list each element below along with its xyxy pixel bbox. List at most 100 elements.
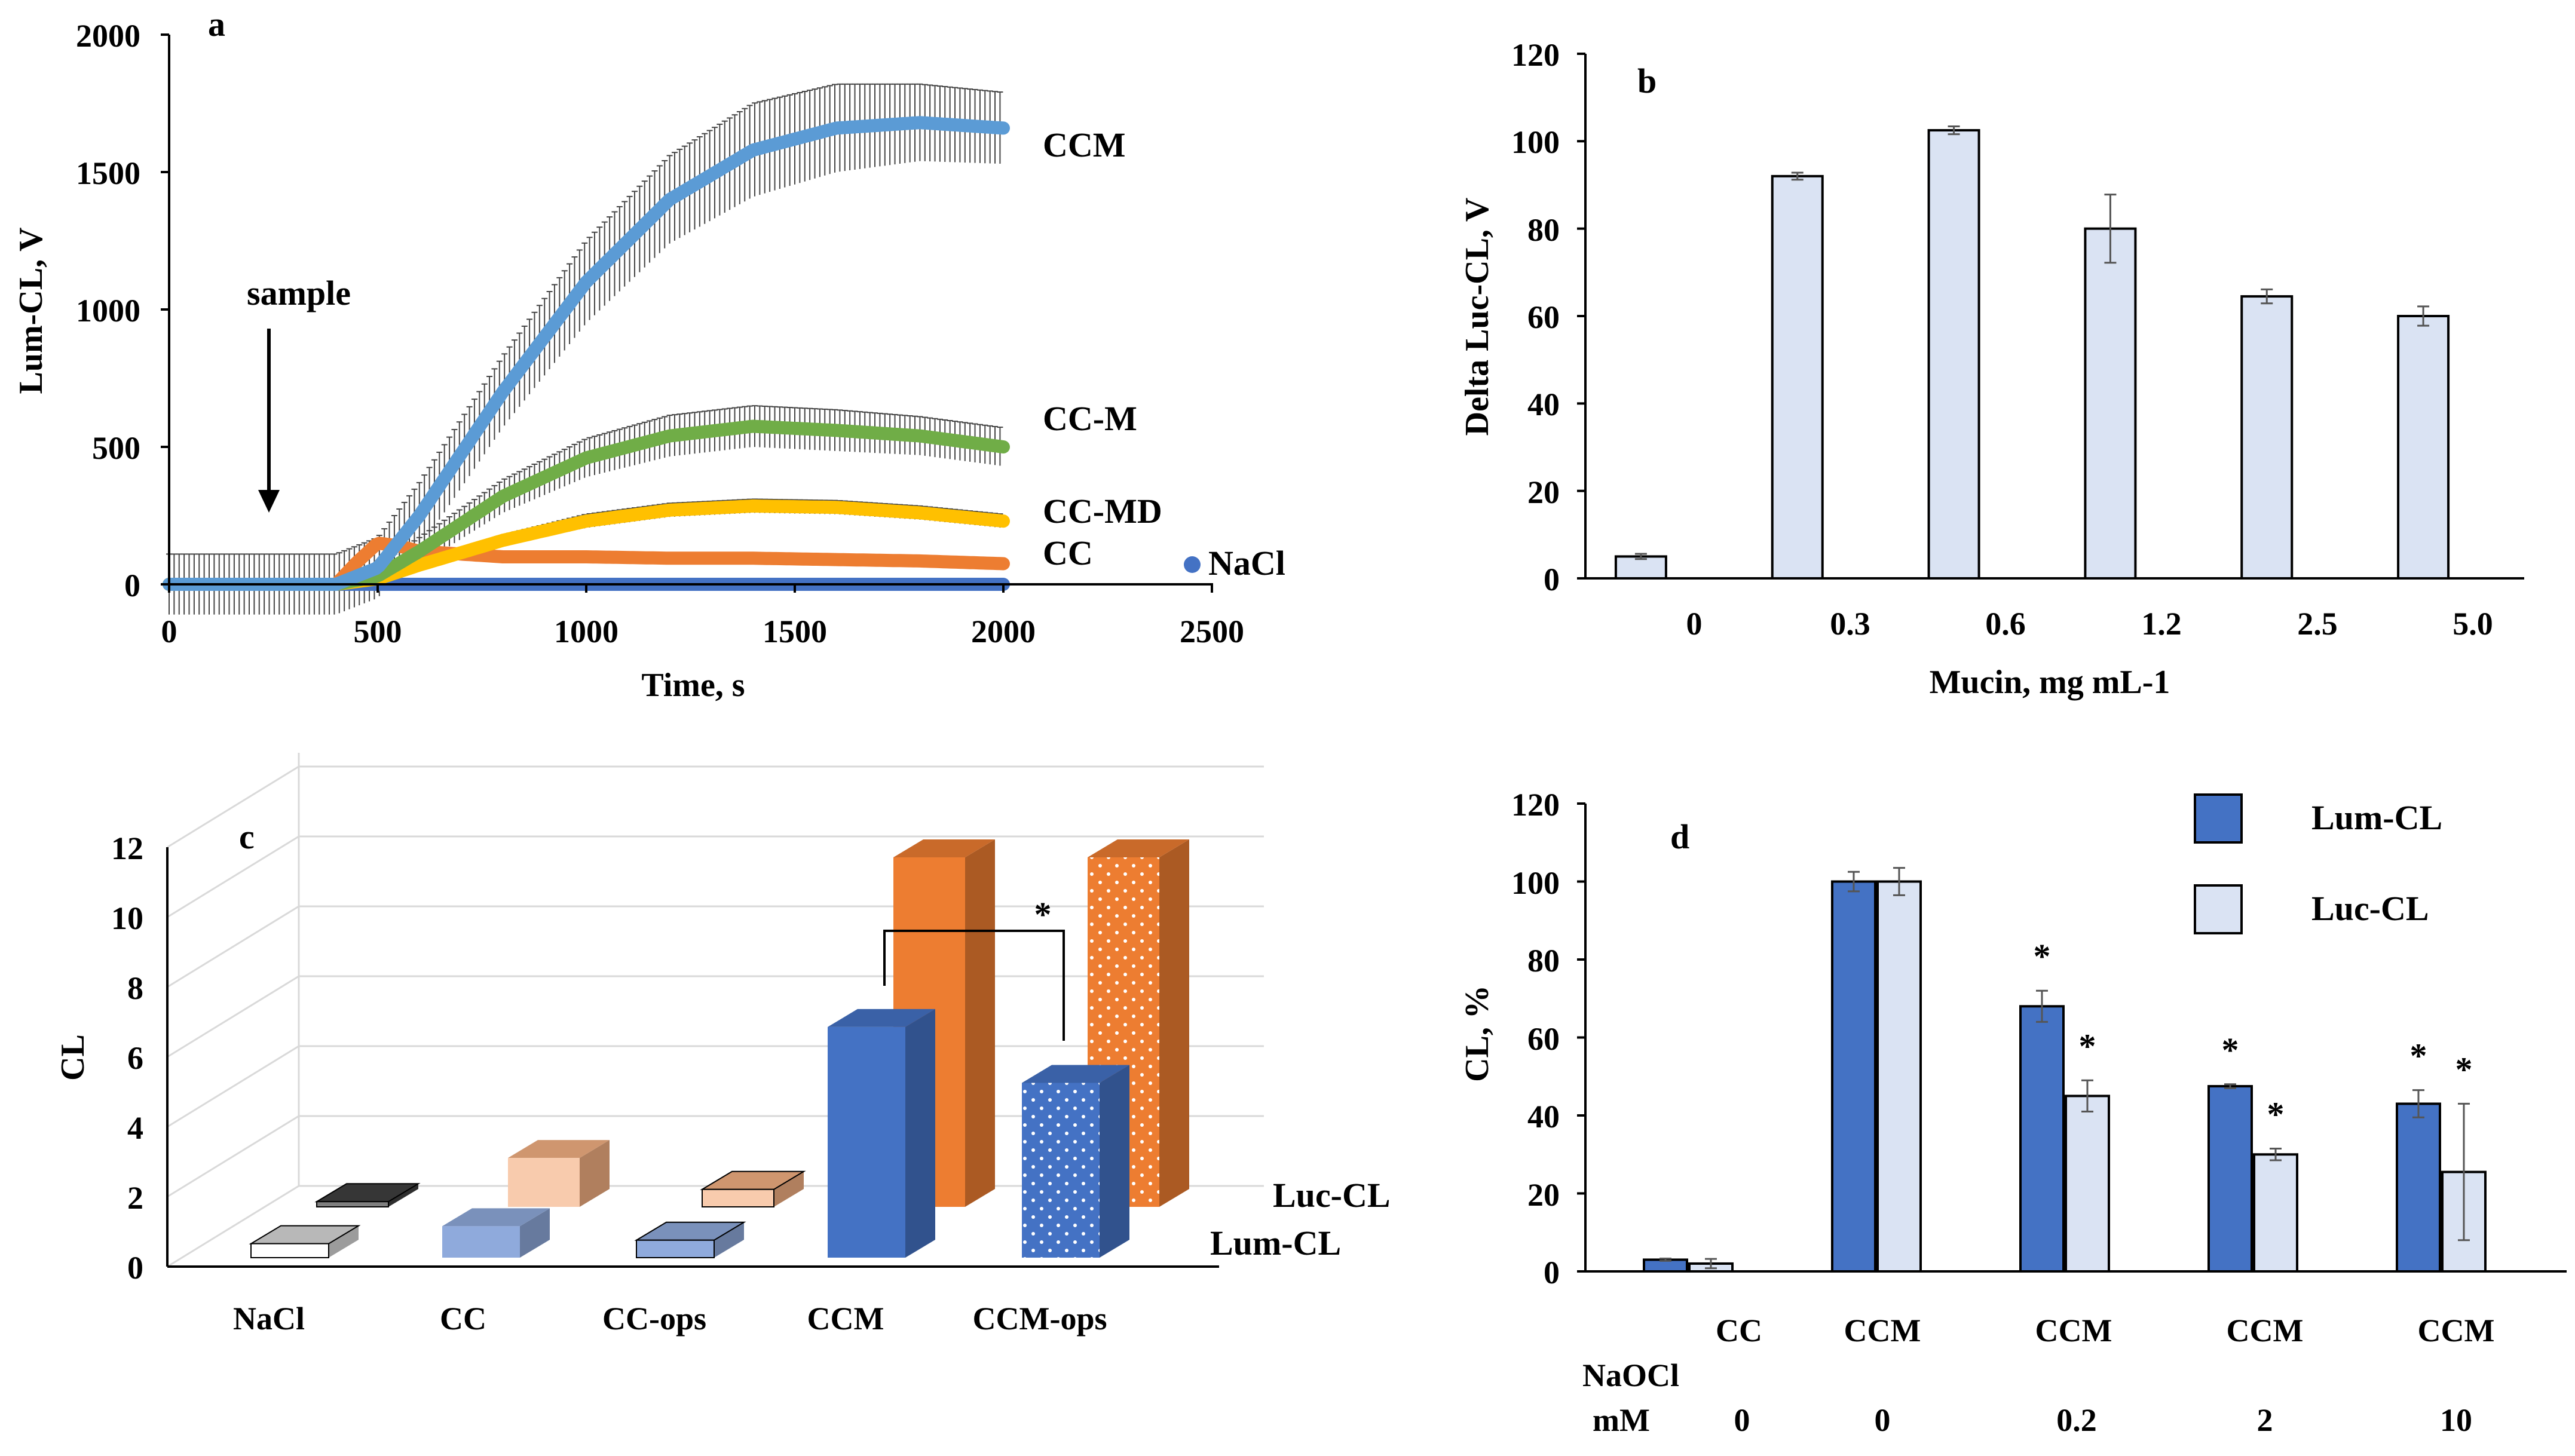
panel-c-legend-lum: Lum-CL [1210,1224,1341,1262]
panel-a-ytick-0: 0 [124,568,140,603]
panel-c-xtick-1: CC [440,1301,486,1337]
panel-a-ytick-1500: 1500 [76,155,140,191]
panel-b-ytick-100: 100 [1511,124,1560,160]
panel-c-ytick-0: 0 [127,1250,143,1286]
panel-d-bar-luc-cl-3 [2253,1153,2298,1273]
panel-c-ytick-4: 4 [127,1110,143,1146]
panel-b-ytick-80: 80 [1527,212,1560,248]
panel-d: ** **** 0 20 40 60 80 100 120 CC CCM CCM … [1459,787,2567,1438]
panel-c-legend-luc: Luc-CL [1273,1176,1391,1215]
panel-d-ytick-40: 40 [1527,1099,1560,1135]
panel-d-naocl-4: 10 [2440,1402,2472,1438]
panel-a-xtick-0: 0 [161,614,177,649]
panel-c-bar-lum-cc-ops-side [714,1222,744,1258]
panel-c-bar-lum-ccm-ops-top [1022,1065,1129,1083]
panel-d-legend-luc: Luc-CL [2311,889,2429,928]
panel-d-legend-luc-swatch [2194,884,2243,934]
panel-d-ticks [1577,802,1585,1273]
panel-a-sample-annotation: sample [247,274,351,312]
panel-d-ytick-60: 60 [1527,1021,1560,1057]
panel-d-sig-star-lum-cl-2: * [2034,937,2051,976]
panel-b-ytick-60: 60 [1527,299,1560,335]
panel-c-xtick-2: CC-ops [602,1301,706,1337]
panel-d-y-label: CL, % [1459,985,1496,1082]
panel-d-xcat-2: CCM [2035,1313,2112,1348]
panel-b-bar-2 [1927,129,1980,580]
panel-a-xtick-2500: 2500 [1180,614,1244,649]
panel-c-bar-lum-ccm-front [828,1026,905,1258]
panel-b-ticks [1577,53,1585,580]
panel-d-mm-label: mM [1593,1402,1650,1438]
panel-a-y-label: Lum-CL, V [13,227,50,394]
panel-d-letter: d [1670,817,1689,856]
panel-b-bar-0 [1614,555,1667,580]
panel-b-bar-4 [2240,295,2294,580]
panel-b-y-label: Delta Luc-CL, V [1459,198,1496,436]
panel-c-bar-lum-ccm-top [828,1009,935,1027]
panel-d-naocl-3: 2 [2257,1402,2273,1438]
panel-c-bar-luc-cc-top [508,1140,610,1158]
panel-d-naocl-0: 0 [1734,1402,1750,1438]
panel-d-bar-lum-cl-3 [2207,1085,2253,1273]
panel-c-bar-lum-ccm-ops-side [1100,1065,1129,1258]
panel-c-ytick-10: 10 [111,900,143,936]
panel-d-marks: * * * * * * [1643,867,2487,1273]
panel-a-label-cc: CC [1043,534,1093,572]
panel-c-bar-lum-nacl-front [250,1243,329,1259]
panel-c-ytick-8: 8 [127,970,143,1006]
panel-b: 0 20 40 60 80 100 120 0 0.3 0.6 1.2 2.5 … [1459,37,2524,701]
panel-d-ytick-0: 0 [1544,1255,1560,1291]
panel-a-label-ccm: CCM [1043,125,1126,164]
panel-c-bar-lum-cc-front [442,1226,520,1258]
panel-a-ytick-500: 500 [92,430,140,466]
panel-b-x-label: Mucin, mg mL-1 [1930,664,2170,701]
panel-d-naocl-1: 0 [1875,1402,1891,1438]
panel-a-ytick-2000: 2000 [76,18,140,54]
panel-d-ytick-100: 100 [1511,865,1560,901]
panel-a-errorbars-ccm [166,83,1003,615]
panel-b-marks [1614,125,2450,580]
panel-b-xtick-0: 0 [1686,606,1703,642]
panel-c-wall-12 [167,765,1264,848]
panel-a-marks [163,83,1010,615]
panel-c-letter: c [239,817,255,856]
panel-c-y-label: CL [54,1034,91,1081]
panel-c-bar-luc-cc-ops-side [774,1171,804,1207]
panel-d-ytick-120: 120 [1511,787,1560,823]
panel-d-legend-lum: Lum-CL [2311,798,2442,837]
panel-d-xcat-3: CCM [2227,1313,2304,1348]
panel-a-xtick-2000: 2000 [971,614,1036,649]
panel-c-bar-lum-ccm-side [905,1009,935,1258]
panel-b-xtick-2: 0.6 [1985,606,2026,642]
panel-a-label-cc-md: CC-MD [1043,492,1162,531]
panel-c-xtick-0: NaCl [233,1301,305,1337]
panel-b-ytick-20: 20 [1527,474,1560,510]
panel-b-xtick-4: 2.5 [2297,606,2338,642]
panel-a-x-label: Time, s [641,667,745,704]
panel-c-bar-lum-cc-side [520,1208,550,1258]
panel-d-xcat-1: CCM [1844,1313,1921,1348]
panel-d-ytick-20: 20 [1527,1177,1560,1213]
panel-c-bar-luc-cc-front [508,1158,580,1207]
panel-c-bar-luc-cc-ops-front [702,1188,774,1207]
panel-a-label-nacl: NaCl [1208,544,1285,583]
panel-c-bar-lum-cc-top [442,1208,550,1227]
panel-b-bar-1 [1771,174,1824,580]
panel-c-bar-luc-nacl-front [316,1201,389,1207]
panel-b-ytick-0: 0 [1544,562,1560,597]
panel-b-ytick-40: 40 [1527,387,1560,422]
panel-c-xtick-3: CCM [807,1301,884,1337]
panel-d-ytick-80: 80 [1527,943,1560,979]
panel-d-sig-star-luc-cl-2: * [2079,1026,2096,1065]
panel-a-xtick-1500: 1500 [763,614,827,649]
panel-b-xtick-5: 5.0 [2452,606,2493,642]
panel-c-bar-luc-nacl-side [388,1184,418,1207]
panel-a-label-cc-m: CC-M [1043,399,1137,438]
panel-c-bar-luc-ccm-top [893,839,995,857]
panel-d-bar-lum-cl-4 [2396,1102,2441,1273]
panel-a-sample-arrowhead [258,490,280,513]
panel-c-ytick-6: 6 [127,1040,143,1076]
panel-a-ticks [161,33,1213,593]
panel-c-bar-luc-ccm-ops-side [1159,839,1189,1207]
